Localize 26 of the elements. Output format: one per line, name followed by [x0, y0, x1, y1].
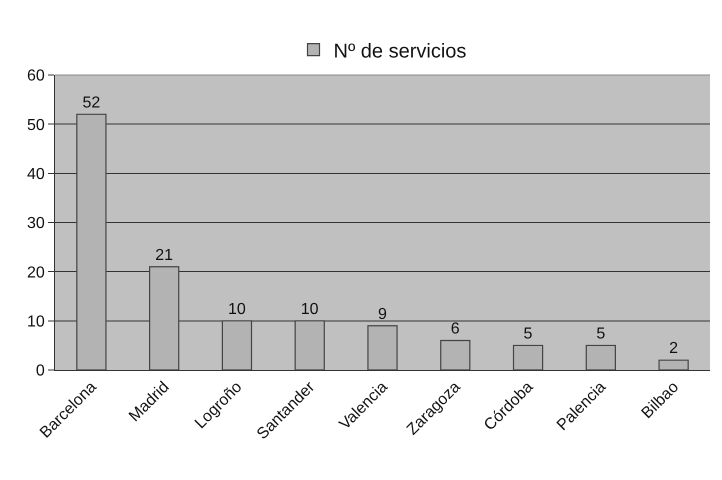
y-tick-label: 0 — [36, 362, 45, 380]
bar — [512, 344, 544, 370]
data-label: 6 — [450, 320, 460, 338]
y-tick-label: 10 — [27, 313, 45, 330]
data-label: 2 — [669, 340, 678, 358]
data-label: 9 — [378, 306, 387, 323]
data-label: 10 — [228, 300, 246, 318]
data-label: 5 — [524, 325, 533, 342]
bar — [222, 320, 252, 370]
bar — [149, 266, 180, 370]
bar — [658, 360, 689, 370]
data-label: 5 — [596, 325, 606, 342]
bar — [586, 344, 616, 370]
y-tick-label: 60 — [27, 68, 45, 85]
legend-label: Nº de servicios — [334, 40, 466, 62]
y-tick-label: 30 — [27, 215, 45, 232]
data-label: 52 — [82, 94, 100, 112]
y-tick-label: 50 — [27, 116, 45, 134]
bar — [367, 325, 398, 370]
y-tick-label: 40 — [27, 166, 45, 183]
data-label: 10 — [300, 300, 319, 318]
bar — [294, 320, 325, 370]
bar — [440, 340, 470, 370]
bar — [76, 114, 107, 370]
y-tick-label: 20 — [27, 264, 45, 282]
data-label: 21 — [155, 246, 174, 264]
